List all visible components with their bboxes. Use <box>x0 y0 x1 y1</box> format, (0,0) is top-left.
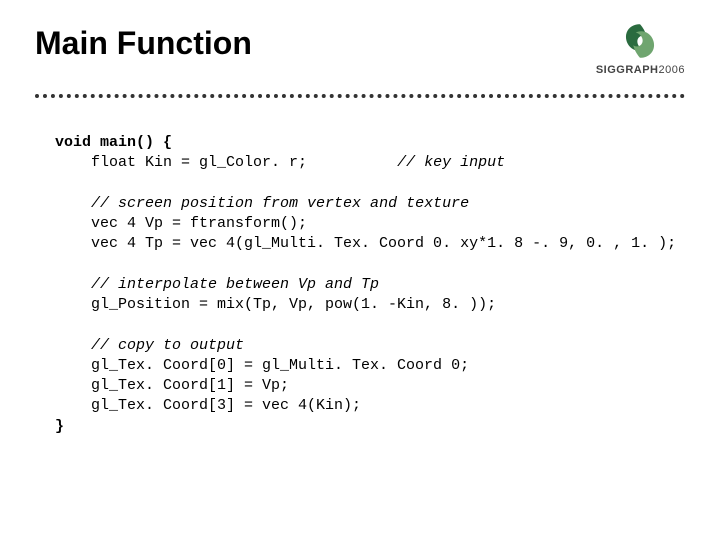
logo-swirl-icon <box>619 20 661 62</box>
code-line: // copy to output <box>55 336 685 356</box>
code-line: } <box>55 417 685 437</box>
code-line <box>55 315 685 335</box>
divider <box>35 94 685 98</box>
code-line: float Kin = gl_Color. r; // key input <box>55 153 685 173</box>
code-block: void main() { float Kin = gl_Color. r; /… <box>35 133 685 437</box>
slide-title: Main Function <box>35 25 252 62</box>
logo-text: SIGGRAPH2006 <box>596 64 685 76</box>
slide: Main Function SIGGRAPH2006 void main() {… <box>0 0 720 540</box>
code-line: vec 4 Tp = vec 4(gl_Multi. Tex. Coord 0.… <box>55 234 685 254</box>
code-line: void main() { <box>55 133 685 153</box>
code-line: // screen position from vertex and textu… <box>55 194 685 214</box>
header: Main Function SIGGRAPH2006 <box>35 25 685 76</box>
logo-brand: SIGGRAPH <box>596 64 659 76</box>
code-line: gl_Tex. Coord[3] = vec 4(Kin); <box>55 396 685 416</box>
code-line <box>55 255 685 275</box>
code-line: // interpolate between Vp and Tp <box>55 275 685 295</box>
logo-year: 2006 <box>659 64 685 76</box>
code-line: vec 4 Vp = ftransform(); <box>55 214 685 234</box>
code-line: gl_Position = mix(Tp, Vp, pow(1. -Kin, 8… <box>55 295 685 315</box>
code-line: gl_Tex. Coord[1] = Vp; <box>55 376 685 396</box>
siggraph-logo: SIGGRAPH2006 <box>596 20 685 76</box>
code-line: gl_Tex. Coord[0] = gl_Multi. Tex. Coord … <box>55 356 685 376</box>
code-line <box>55 174 685 194</box>
